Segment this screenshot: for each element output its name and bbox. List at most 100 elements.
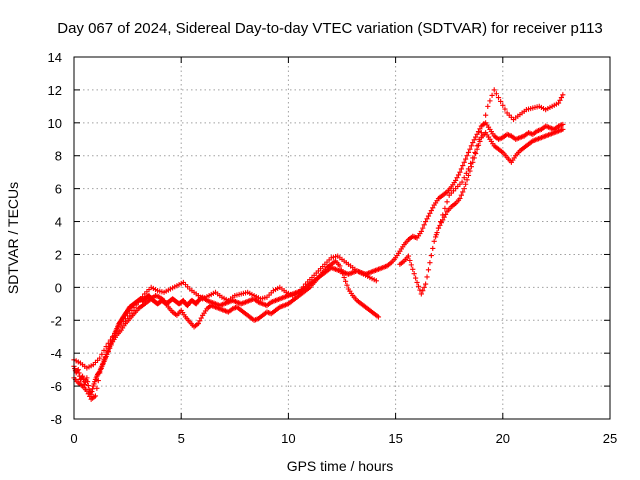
data-point-marker bbox=[491, 87, 497, 93]
data-point-marker bbox=[373, 278, 379, 284]
data-point-marker bbox=[414, 279, 420, 286]
data-point-marker bbox=[105, 348, 111, 355]
data-point-marker bbox=[474, 143, 480, 149]
x-tick-label: 10 bbox=[281, 431, 295, 446]
data-point-marker bbox=[413, 275, 419, 281]
data-point-marker bbox=[107, 337, 114, 343]
data-point-marker bbox=[423, 218, 429, 225]
data-point-marker bbox=[99, 361, 106, 367]
data-point-marker bbox=[85, 382, 91, 389]
data-point-marker bbox=[438, 218, 444, 225]
data-point-marker bbox=[102, 354, 109, 360]
data-point-marker bbox=[428, 252, 434, 259]
data-point-marker bbox=[79, 373, 86, 379]
data-point-marker bbox=[407, 257, 413, 264]
data-point-marker bbox=[298, 286, 304, 293]
data-point-marker bbox=[502, 106, 508, 112]
y-tick-label: 6 bbox=[55, 182, 62, 197]
data-point-marker bbox=[411, 271, 417, 277]
y-tick-label: -2 bbox=[50, 313, 62, 328]
data-point-marker bbox=[84, 379, 91, 385]
data-point-marker bbox=[474, 131, 480, 137]
data-point-marker bbox=[468, 160, 474, 167]
y-tick-label: -6 bbox=[50, 379, 62, 394]
data-point-marker bbox=[493, 91, 499, 97]
data-point-marker bbox=[129, 307, 135, 313]
data-point-marker bbox=[84, 388, 90, 394]
data-point-marker bbox=[483, 112, 489, 118]
data-point-marker bbox=[425, 213, 432, 219]
data-point-marker bbox=[338, 267, 344, 273]
data-point-marker bbox=[442, 205, 448, 211]
x-tick-label: 0 bbox=[70, 431, 77, 446]
data-point-marker bbox=[430, 245, 436, 252]
data-point-marker bbox=[430, 205, 436, 211]
data-point-marker bbox=[122, 316, 129, 322]
data-point-marker bbox=[468, 143, 474, 149]
data-point-marker bbox=[418, 291, 424, 297]
y-tick-label: -4 bbox=[50, 346, 62, 361]
x-tick-label: 5 bbox=[178, 431, 185, 446]
data-point-marker bbox=[92, 393, 99, 399]
x-tick-label: 15 bbox=[388, 431, 402, 446]
data-point-marker bbox=[104, 351, 110, 357]
data-point-marker bbox=[195, 320, 201, 327]
data-point-marker bbox=[135, 299, 141, 305]
data-point-marker bbox=[80, 376, 86, 382]
data-point-marker bbox=[555, 100, 562, 106]
data-point-marker bbox=[495, 94, 502, 101]
data-point-marker bbox=[458, 192, 464, 198]
x-tick-label: 25 bbox=[603, 431, 617, 446]
y-tick-label: 12 bbox=[48, 83, 62, 98]
data-point-marker bbox=[127, 310, 133, 316]
data-point-marker bbox=[438, 220, 444, 226]
data-point-marker bbox=[197, 318, 203, 324]
data-point-marker bbox=[461, 175, 467, 181]
data-point-marker bbox=[557, 97, 563, 103]
data-point-marker bbox=[468, 164, 474, 170]
data-point-marker bbox=[470, 155, 476, 161]
data-point-marker bbox=[424, 216, 430, 222]
data-point-marker bbox=[437, 222, 443, 228]
y-tick-label: 2 bbox=[55, 247, 62, 262]
y-tick-label: -8 bbox=[50, 412, 62, 427]
data-point-marker bbox=[415, 283, 422, 289]
data-point-marker bbox=[457, 169, 463, 175]
data-point-marker bbox=[560, 92, 566, 98]
data-point-marker bbox=[112, 330, 118, 337]
data-point-marker bbox=[428, 207, 434, 214]
data-point-marker bbox=[475, 128, 482, 135]
y-tick-label: 14 bbox=[48, 50, 62, 65]
data-point-marker bbox=[431, 238, 437, 244]
data-point-marker bbox=[198, 315, 204, 321]
data-point-marker bbox=[95, 378, 101, 384]
data-point-marker bbox=[480, 121, 487, 127]
grid bbox=[74, 57, 610, 419]
chart-title: Day 067 of 2024, Sidereal Day-to-day VTE… bbox=[57, 20, 603, 37]
data-point-marker bbox=[458, 166, 464, 172]
data-point-marker bbox=[97, 355, 103, 361]
data-point-marker bbox=[418, 228, 424, 235]
data-point-marker bbox=[498, 98, 504, 105]
data-point-marker bbox=[342, 278, 349, 284]
data-point-marker bbox=[463, 181, 469, 187]
data-point-marker bbox=[108, 342, 114, 348]
y-tick-label: 10 bbox=[48, 116, 62, 131]
data-point-marker bbox=[465, 166, 472, 172]
y-tick-label: 8 bbox=[55, 149, 62, 164]
data-point-marker bbox=[477, 126, 483, 132]
data-point-marker bbox=[444, 199, 450, 205]
data-point-marker bbox=[340, 271, 346, 277]
data-point-marker bbox=[425, 267, 432, 273]
data-point-marker bbox=[489, 92, 495, 98]
data-point-marker bbox=[99, 351, 105, 357]
data-point-marker bbox=[405, 253, 412, 259]
data-point-marker bbox=[454, 175, 460, 181]
data-point-marker bbox=[89, 388, 95, 395]
data-point-marker bbox=[473, 150, 479, 157]
data-point-marker bbox=[421, 284, 427, 290]
data-point-marker bbox=[478, 130, 484, 136]
data-point-marker bbox=[140, 294, 146, 300]
data-point-marker bbox=[558, 94, 565, 101]
